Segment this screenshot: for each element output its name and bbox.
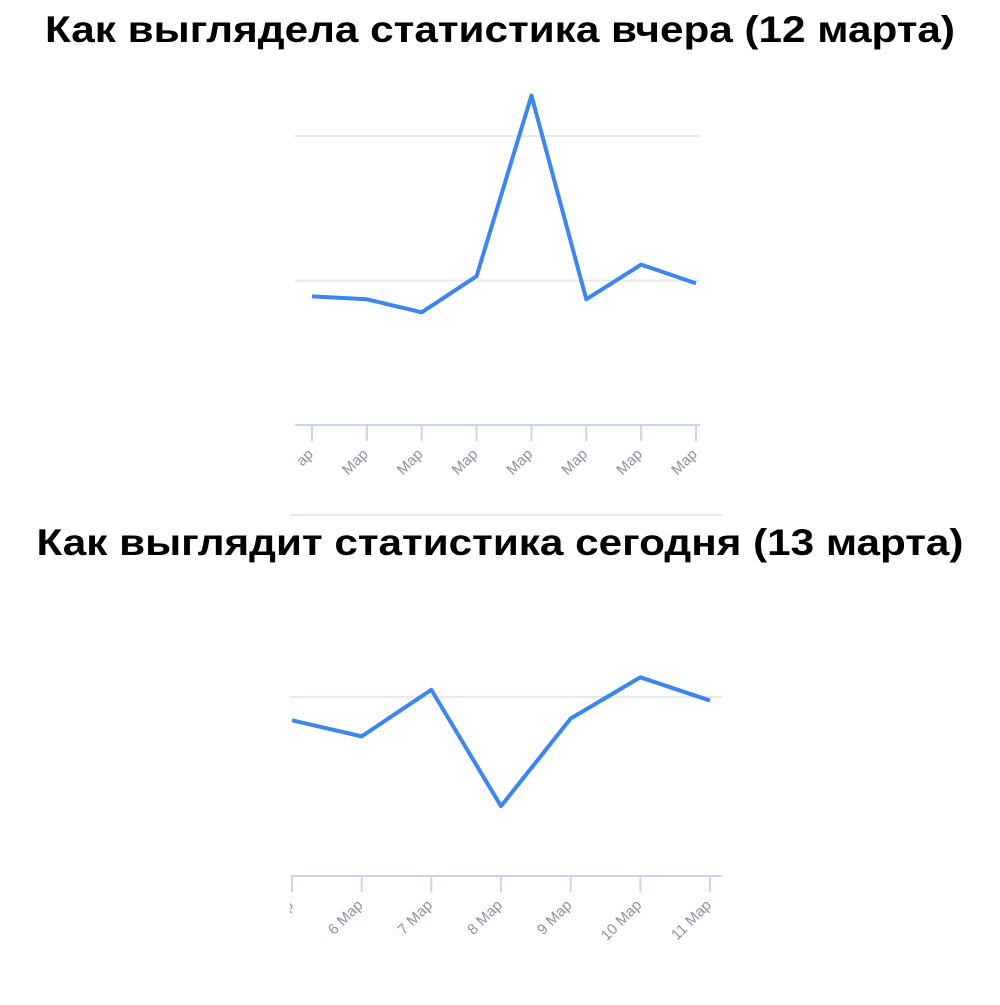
x-tick-label: Мар xyxy=(668,446,701,479)
x-tick-label: 7 Мар xyxy=(395,897,437,939)
x-tick-label: ар xyxy=(293,446,317,470)
x-tick-label: 9 Мар xyxy=(534,897,576,939)
x-tick-label: Мар xyxy=(503,446,536,479)
x-tick-label: Мар xyxy=(613,446,646,479)
x-tick-label: 6 Мар xyxy=(325,897,367,939)
line-series xyxy=(311,93,697,315)
x-tick-label: Мар xyxy=(339,446,372,479)
x-tick-label: 10 Мар xyxy=(598,897,646,945)
chart-title: Как выглядела статистика вчера (12 марта… xyxy=(45,9,955,50)
plot: ар Мар Мар Мар Мар Мар Мар Мар xyxy=(293,93,701,479)
x-tick-label: р xyxy=(279,897,297,915)
x-tick-label: Мар xyxy=(449,446,482,479)
x-tick-label: Мар xyxy=(558,446,591,479)
chart-title: Как выглядит статистика сегодня (13 март… xyxy=(37,522,964,563)
x-tick-label: 11 Мар xyxy=(668,897,715,944)
line-series xyxy=(291,675,711,809)
plot: р 6 Мар 7 Мар 8 Мар 9 Мар 10 Мар 11 Мар xyxy=(279,675,722,945)
x-tick-label: Мар xyxy=(394,446,427,479)
x-tick-label: 8 Мар xyxy=(464,897,506,939)
